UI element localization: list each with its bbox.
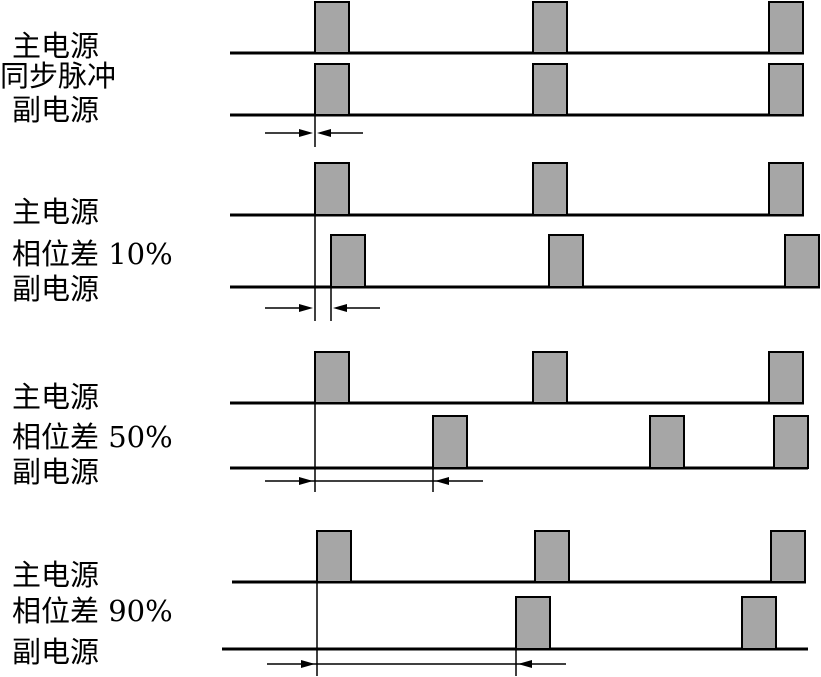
aux-pulse	[432, 415, 468, 469]
arrow-right-icon	[301, 660, 315, 668]
main-pulse	[534, 530, 570, 583]
aux-pulse	[768, 63, 804, 116]
phase-diff-label: 相位差 90%	[12, 594, 173, 628]
group-sync: 主电源 同步脉冲 副电源	[0, 1, 804, 147]
aux-pulse	[773, 415, 809, 469]
aux-pulse	[784, 234, 820, 288]
aux-power-label: 副电源	[12, 455, 99, 489]
aux-pulse	[741, 596, 777, 650]
group-phase-90: 主电源 相位差 90% 副电源	[12, 530, 808, 676]
arrow-left-icon	[333, 304, 347, 312]
aux-power-label: 副电源	[12, 93, 99, 127]
main-pulse	[768, 351, 804, 404]
aux-pulse	[515, 596, 551, 650]
aux-pulse	[532, 63, 568, 116]
arrow-left-icon	[317, 129, 331, 137]
main-pulse	[316, 530, 352, 583]
main-pulse	[768, 1, 804, 54]
main-pulse	[770, 530, 806, 583]
main-pulse	[532, 351, 568, 404]
aux-pulse	[649, 415, 685, 469]
aux-pulse	[330, 234, 366, 288]
main-power-label: 主电源	[12, 29, 99, 63]
arrow-left-icon	[435, 477, 449, 485]
group-phase-50: 主电源 相位差 50% 副电源	[12, 351, 809, 492]
group-phase-10: 主电源 相位差 10% 副电源	[12, 162, 820, 321]
main-pulse	[532, 162, 568, 216]
main-pulse	[532, 1, 568, 54]
main-pulse	[314, 351, 350, 404]
main-pulse	[768, 162, 804, 216]
aux-pulse	[548, 234, 584, 288]
arrow-right-icon	[299, 477, 313, 485]
arrow-left-icon	[518, 660, 532, 668]
aux-pulse	[314, 63, 350, 116]
main-power-label: 主电源	[12, 380, 99, 414]
main-power-label: 主电源	[12, 558, 99, 592]
aux-power-label: 副电源	[12, 272, 99, 306]
phase-diff-label: 相位差 50%	[12, 420, 173, 454]
arrow-right-icon	[299, 304, 313, 312]
main-power-label: 主电源	[12, 195, 99, 229]
aux-power-label: 副电源	[12, 635, 99, 669]
main-pulse	[314, 1, 350, 54]
sync-pulse-label: 同步脉冲	[0, 59, 116, 93]
arrow-right-icon	[299, 129, 313, 137]
main-pulse	[314, 162, 350, 216]
phase-diff-label: 相位差 10%	[12, 237, 173, 271]
